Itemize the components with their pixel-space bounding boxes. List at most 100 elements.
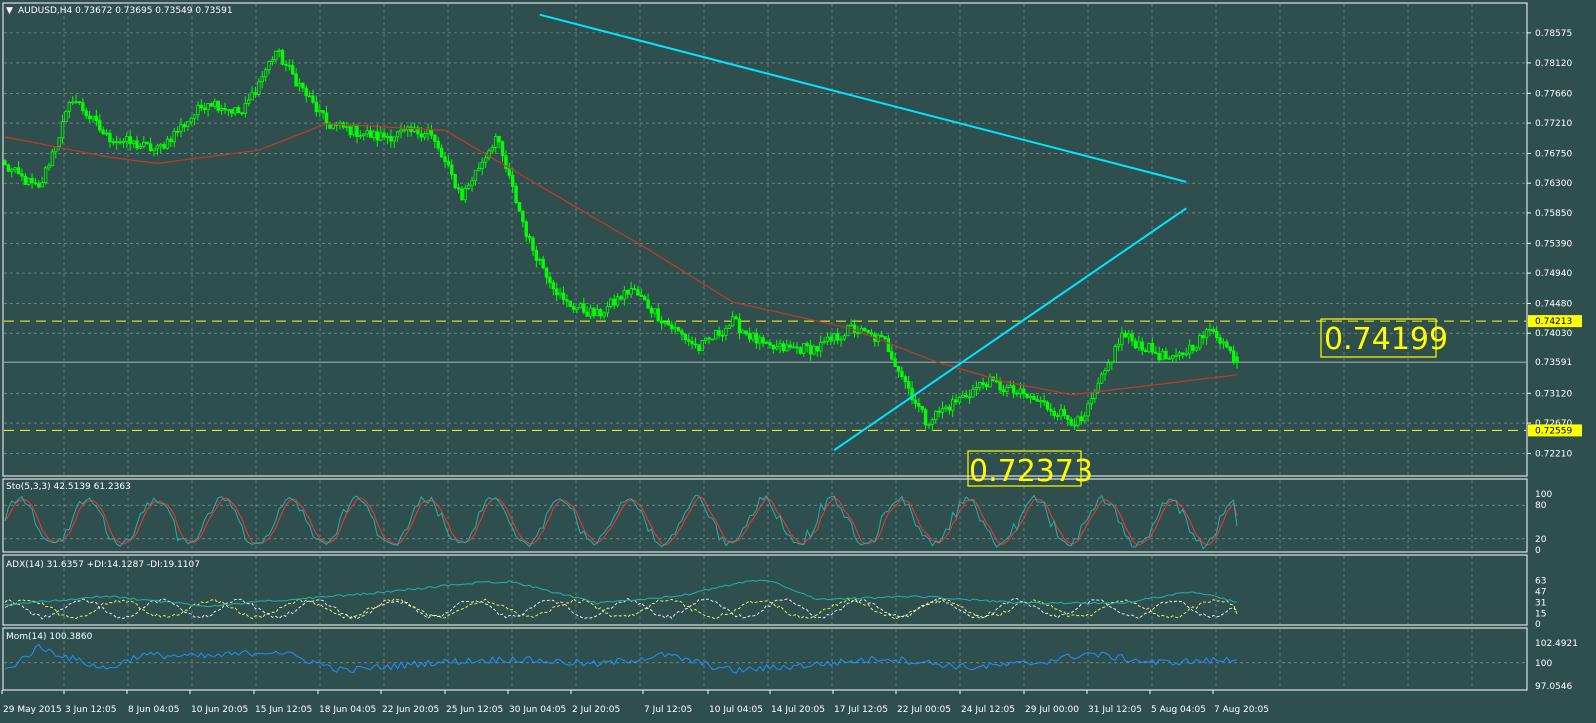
stochastic-chart[interactable] xyxy=(4,494,1238,550)
candle-body xyxy=(450,164,454,175)
candle-body xyxy=(23,175,28,185)
candle-body xyxy=(896,366,901,372)
candle-body xyxy=(981,382,985,385)
time-tick-label: 31 Jul 12:05 xyxy=(1088,705,1142,715)
candle-body xyxy=(906,381,911,389)
candle-body xyxy=(307,95,312,98)
time-tick-label: 18 Jun 04:05 xyxy=(319,705,376,715)
candle-body xyxy=(1157,353,1161,361)
momentum-chart[interactable] xyxy=(4,643,1238,674)
dropdown-arrow-icon[interactable]: ▼ xyxy=(6,6,13,16)
candle-body xyxy=(466,184,471,189)
candle-body xyxy=(551,282,556,290)
candle-body xyxy=(402,129,407,132)
candle-body xyxy=(575,307,579,310)
candle-body xyxy=(118,141,122,144)
candle-body xyxy=(703,337,708,342)
candle-body xyxy=(1069,418,1073,426)
stochastic-main-line xyxy=(4,494,1238,550)
candle-body xyxy=(196,104,200,116)
candle-body xyxy=(324,112,329,125)
adx-chart[interactable] xyxy=(4,579,1238,620)
candle-body xyxy=(426,129,430,135)
candle-body xyxy=(697,344,701,352)
candle-body xyxy=(903,376,908,383)
momentum-tick-label: 100 xyxy=(1535,659,1552,669)
candle-body xyxy=(355,125,359,137)
candle-body xyxy=(473,170,478,182)
candle-body xyxy=(74,101,78,104)
adx-header: ADX(14) 31.6357 +DI:14.1287 -DI:19.1107 xyxy=(6,560,200,570)
candle-body xyxy=(372,131,376,138)
candle-body xyxy=(209,103,214,107)
candle-body xyxy=(1126,333,1131,338)
main-panel-header: AUDUSD,H4 0.73672 0.73695 0.73549 0.7359… xyxy=(18,6,233,16)
candle-body xyxy=(135,140,139,149)
candle-body xyxy=(145,141,149,145)
candle-body xyxy=(646,299,650,309)
candle-body xyxy=(301,82,305,89)
candle-body xyxy=(385,136,390,138)
candle-body xyxy=(294,73,298,87)
candle-body xyxy=(395,131,400,138)
trendline-resistance[interactable] xyxy=(539,13,1187,183)
momentum-panel-frame xyxy=(2,627,1528,691)
candle-body xyxy=(26,177,31,185)
candle-body xyxy=(10,169,14,172)
candle-body xyxy=(950,399,955,411)
candle-body xyxy=(1055,415,1060,417)
candle-body xyxy=(673,327,677,330)
candle-body xyxy=(128,136,132,144)
candle-body xyxy=(571,306,576,310)
candle-body xyxy=(287,64,292,67)
candle-body xyxy=(1045,401,1050,410)
candle-body xyxy=(362,133,366,136)
candle-body xyxy=(934,410,938,421)
candle-body xyxy=(1160,350,1165,361)
candle-body xyxy=(186,121,190,128)
stochastic-signal-line xyxy=(4,496,1238,546)
candle-body xyxy=(521,210,525,223)
candle-body xyxy=(101,129,105,135)
candle-body xyxy=(964,394,968,398)
axis-layer: 0.78575 0.78120 0.77660 0.77210 0.76750 0.763… xyxy=(1,29,1582,715)
trendline-support[interactable] xyxy=(833,207,1187,451)
annotation-low[interactable]: 0.72373 xyxy=(967,450,1093,489)
candle-body xyxy=(422,133,427,138)
candle-body xyxy=(284,63,288,66)
candle-body xyxy=(1140,341,1144,351)
price-chart[interactable] xyxy=(3,13,1526,451)
candle-body xyxy=(758,337,762,344)
candle-body xyxy=(910,387,914,401)
candle-body xyxy=(318,110,322,113)
time-tick-label: 25 Jun 12:05 xyxy=(446,705,503,715)
candle-body xyxy=(517,202,522,212)
candle-body xyxy=(1035,399,1040,402)
candle-body xyxy=(626,290,630,295)
candle-body xyxy=(1103,370,1107,375)
candle-body xyxy=(683,333,688,341)
candle-body xyxy=(1082,415,1087,422)
candle-body xyxy=(1147,343,1151,353)
candle-body xyxy=(1116,343,1121,347)
candle-body xyxy=(615,296,620,306)
candle-body xyxy=(1042,400,1046,403)
candle-body xyxy=(433,134,437,142)
candle-body xyxy=(527,236,532,239)
candle-body xyxy=(1113,346,1117,363)
time-tick-label: 3 Jun 12:05 xyxy=(65,705,116,715)
candle-body xyxy=(456,187,461,190)
annotation-high[interactable]: 0.74199 xyxy=(1320,318,1448,358)
momentum-tick-label: 97.0546 xyxy=(1535,682,1572,692)
candle-body xyxy=(206,103,210,110)
price-tick-label: 0.74480 xyxy=(1535,299,1572,309)
candle-body xyxy=(524,221,528,237)
candle-body xyxy=(1011,385,1016,394)
time-tick-label: 22 Jun 20:05 xyxy=(382,705,439,715)
price-tick-label: 0.78120 xyxy=(1535,59,1572,69)
candle-body xyxy=(33,182,38,185)
candle-body xyxy=(653,308,657,314)
candle-body xyxy=(125,136,129,142)
